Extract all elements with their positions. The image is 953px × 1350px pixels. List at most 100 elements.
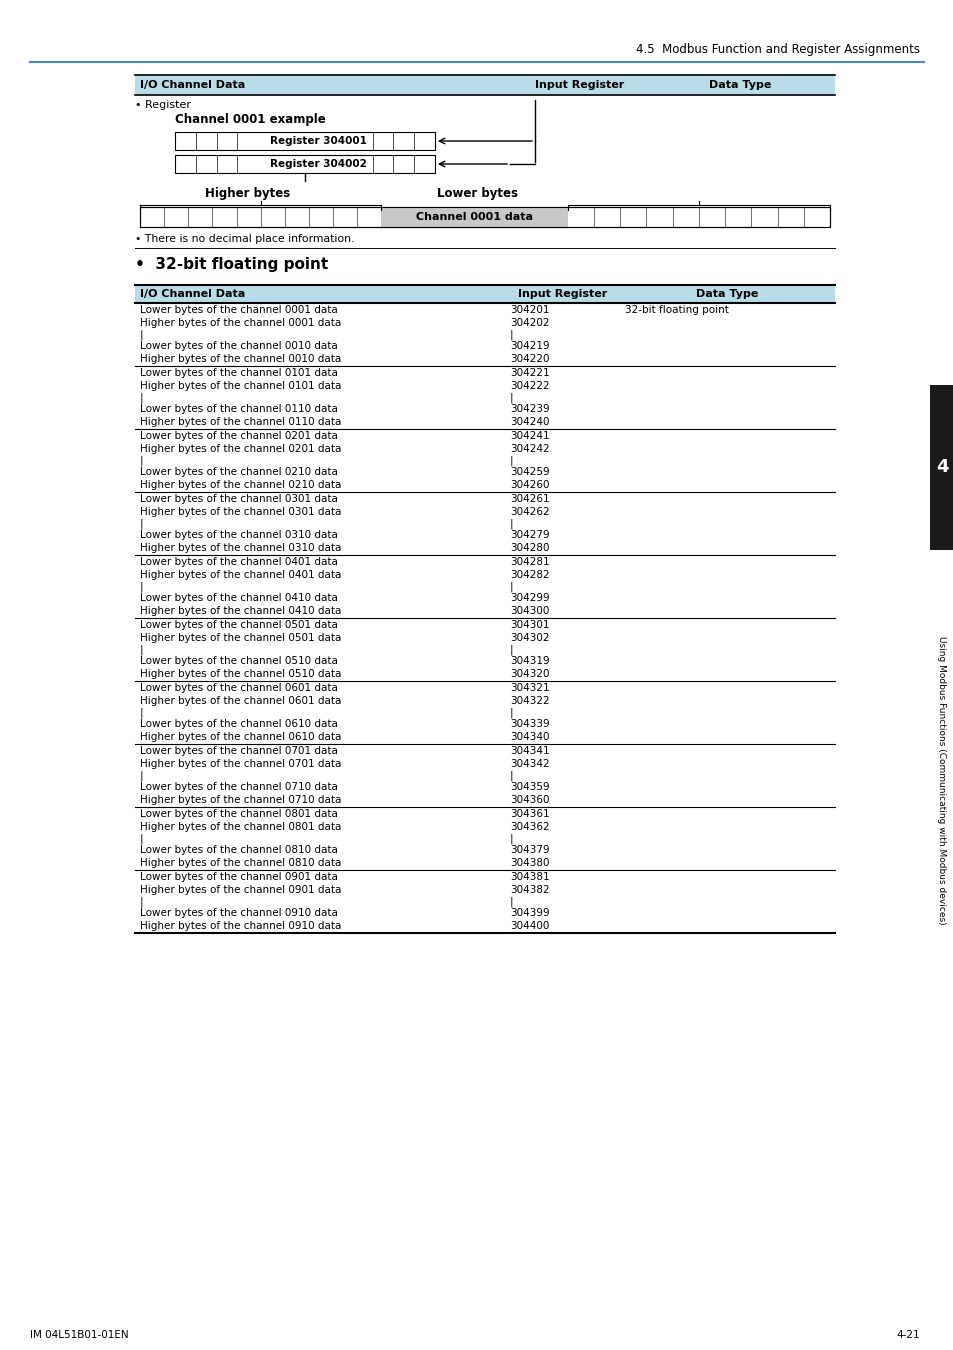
- Text: 4: 4: [935, 459, 947, 477]
- Text: 304362: 304362: [510, 822, 549, 832]
- Text: |: |: [140, 455, 144, 466]
- Text: Higher bytes of the channel 0401 data: Higher bytes of the channel 0401 data: [140, 570, 341, 580]
- Text: 304281: 304281: [510, 556, 549, 567]
- Text: Higher bytes of the channel 0710 data: Higher bytes of the channel 0710 data: [140, 795, 341, 805]
- Text: Input Register: Input Register: [535, 80, 624, 90]
- Text: 304201: 304201: [510, 305, 549, 315]
- Text: 304301: 304301: [510, 620, 549, 629]
- Text: 304339: 304339: [510, 718, 549, 729]
- Text: 4-21: 4-21: [896, 1330, 919, 1341]
- Text: Data Type: Data Type: [696, 289, 758, 298]
- Text: Higher bytes of the channel 0101 data: Higher bytes of the channel 0101 data: [140, 381, 341, 392]
- Text: 304341: 304341: [510, 745, 549, 756]
- Text: 304360: 304360: [510, 795, 549, 805]
- Text: 304239: 304239: [510, 404, 549, 413]
- Text: 304241: 304241: [510, 431, 549, 440]
- Text: |: |: [510, 455, 513, 466]
- Bar: [174, 132, 435, 150]
- Text: 304399: 304399: [510, 907, 549, 918]
- Text: 304382: 304382: [510, 886, 549, 895]
- Text: Lower bytes of the channel 0701 data: Lower bytes of the channel 0701 data: [140, 745, 337, 756]
- Text: |: |: [510, 582, 513, 591]
- Text: 304342: 304342: [510, 759, 549, 769]
- Text: Higher bytes of the channel 0001 data: Higher bytes of the channel 0001 data: [140, 319, 341, 328]
- Text: 304299: 304299: [510, 593, 549, 602]
- Text: |: |: [140, 329, 144, 340]
- Text: Register 304002: Register 304002: [270, 159, 366, 169]
- Text: Lower bytes of the channel 0601 data: Lower bytes of the channel 0601 data: [140, 683, 337, 693]
- Text: 304219: 304219: [510, 340, 549, 351]
- Bar: [135, 285, 834, 302]
- Text: Higher bytes of the channel 0610 data: Higher bytes of the channel 0610 data: [140, 732, 341, 742]
- Bar: [174, 155, 435, 173]
- Text: |: |: [510, 393, 513, 402]
- Text: IM 04L51B01-01EN: IM 04L51B01-01EN: [30, 1330, 129, 1341]
- Text: |: |: [140, 518, 144, 529]
- Text: Higher bytes of the channel 0110 data: Higher bytes of the channel 0110 data: [140, 417, 341, 427]
- Text: Higher bytes of the channel 0201 data: Higher bytes of the channel 0201 data: [140, 444, 341, 454]
- Text: |: |: [140, 644, 144, 655]
- Text: Lower bytes of the channel 0910 data: Lower bytes of the channel 0910 data: [140, 907, 337, 918]
- Text: Lower bytes of the channel 0810 data: Lower bytes of the channel 0810 data: [140, 845, 337, 855]
- Bar: [381, 207, 567, 227]
- Text: 304280: 304280: [510, 543, 549, 554]
- Text: 304400: 304400: [510, 921, 549, 931]
- Text: I/O Channel Data: I/O Channel Data: [140, 289, 245, 298]
- Text: 4.5  Modbus Function and Register Assignments: 4.5 Modbus Function and Register Assignm…: [636, 43, 919, 57]
- Text: • There is no decimal place information.: • There is no decimal place information.: [135, 234, 354, 244]
- Text: |: |: [510, 329, 513, 340]
- Text: Higher bytes: Higher bytes: [205, 186, 290, 200]
- Text: Using Modbus Functions (Communicating with Modbus devices): Using Modbus Functions (Communicating wi…: [937, 636, 945, 925]
- Text: Higher bytes of the channel 0910 data: Higher bytes of the channel 0910 data: [140, 921, 341, 931]
- Text: Lower bytes of the channel 0710 data: Lower bytes of the channel 0710 data: [140, 782, 337, 791]
- Text: Data Type: Data Type: [708, 80, 770, 90]
- Bar: [135, 76, 834, 95]
- Text: Higher bytes of the channel 0010 data: Higher bytes of the channel 0010 data: [140, 354, 341, 364]
- Text: 304302: 304302: [510, 633, 549, 643]
- Bar: [140, 207, 829, 227]
- Text: I/O Channel Data: I/O Channel Data: [140, 80, 245, 90]
- Text: Higher bytes of the channel 0801 data: Higher bytes of the channel 0801 data: [140, 822, 341, 832]
- Text: Input Register: Input Register: [517, 289, 606, 298]
- Text: 304261: 304261: [510, 494, 549, 504]
- Text: 32-bit floating point: 32-bit floating point: [624, 305, 728, 315]
- Text: Higher bytes of the channel 0901 data: Higher bytes of the channel 0901 data: [140, 886, 341, 895]
- Text: 304222: 304222: [510, 381, 549, 392]
- Text: Channel 0001 data: Channel 0001 data: [416, 212, 533, 221]
- Text: 304300: 304300: [510, 606, 549, 616]
- Text: Lower bytes of the channel 0210 data: Lower bytes of the channel 0210 data: [140, 467, 337, 477]
- Text: Lower bytes of the channel 0101 data: Lower bytes of the channel 0101 data: [140, 367, 337, 378]
- Text: • Register: • Register: [135, 100, 191, 109]
- Text: |: |: [140, 582, 144, 591]
- Text: |: |: [510, 644, 513, 655]
- Text: |: |: [510, 518, 513, 529]
- Text: |: |: [510, 833, 513, 844]
- Text: |: |: [140, 393, 144, 402]
- Text: 304322: 304322: [510, 697, 549, 706]
- Text: Higher bytes of the channel 0810 data: Higher bytes of the channel 0810 data: [140, 859, 341, 868]
- Text: Lower bytes of the channel 0401 data: Lower bytes of the channel 0401 data: [140, 556, 337, 567]
- Text: Channel 0001 example: Channel 0001 example: [174, 113, 325, 127]
- Text: |: |: [140, 771, 144, 780]
- Text: |: |: [140, 707, 144, 718]
- Text: Lower bytes of the channel 0010 data: Lower bytes of the channel 0010 data: [140, 340, 337, 351]
- Text: 304262: 304262: [510, 508, 549, 517]
- Text: Lower bytes of the channel 0301 data: Lower bytes of the channel 0301 data: [140, 494, 337, 504]
- Text: •  32-bit floating point: • 32-bit floating point: [135, 258, 328, 273]
- Text: |: |: [140, 896, 144, 907]
- Text: 304379: 304379: [510, 845, 549, 855]
- Text: Higher bytes of the channel 0601 data: Higher bytes of the channel 0601 data: [140, 697, 341, 706]
- Text: Higher bytes of the channel 0410 data: Higher bytes of the channel 0410 data: [140, 606, 341, 616]
- Text: Higher bytes of the channel 0310 data: Higher bytes of the channel 0310 data: [140, 543, 341, 554]
- Text: 304321: 304321: [510, 683, 549, 693]
- Text: 304320: 304320: [510, 670, 549, 679]
- Text: 304359: 304359: [510, 782, 549, 791]
- Text: Higher bytes of the channel 0701 data: Higher bytes of the channel 0701 data: [140, 759, 341, 769]
- Text: Register 304001: Register 304001: [270, 136, 366, 146]
- Text: Lower bytes of the channel 0501 data: Lower bytes of the channel 0501 data: [140, 620, 337, 629]
- Bar: [929, 385, 953, 549]
- Text: 304361: 304361: [510, 809, 549, 818]
- Text: Higher bytes of the channel 0210 data: Higher bytes of the channel 0210 data: [140, 481, 341, 490]
- Text: 304220: 304220: [510, 354, 549, 364]
- Text: 304242: 304242: [510, 444, 549, 454]
